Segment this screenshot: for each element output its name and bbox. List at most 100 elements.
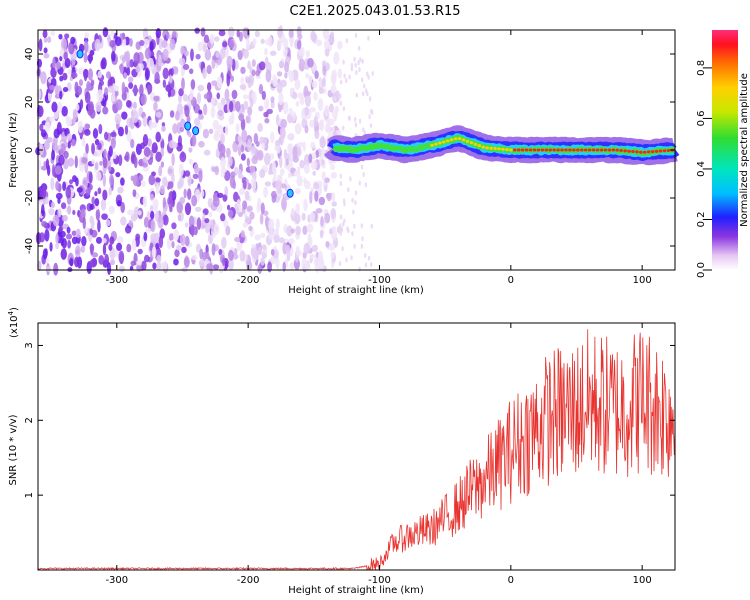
spectrogram-cell	[78, 67, 85, 75]
spectrogram-cell	[136, 259, 143, 266]
spectrogram-cell	[184, 105, 190, 118]
spectrogram-cell	[130, 260, 136, 267]
spectrogram-cell	[339, 225, 342, 231]
spectrogram-tone-peak	[528, 148, 533, 152]
spectrogram-cell	[70, 72, 78, 79]
spectrogram-cell	[308, 76, 313, 85]
spectrogram-cell	[102, 189, 108, 201]
spectrogram-cell	[283, 148, 288, 160]
spectrogram-cell	[153, 95, 160, 102]
spectrogram-cell	[132, 110, 139, 123]
spectrogram-cell	[288, 107, 293, 116]
snr-x-tick-label: 100	[633, 575, 652, 586]
spectrogram-cell	[295, 245, 300, 257]
spectrogram-tone-peak	[540, 148, 545, 152]
spectrogram-cell	[363, 252, 367, 258]
spectrogram-cell	[209, 33, 215, 45]
spectrogram-cell	[61, 214, 68, 222]
spectrogram-cell	[315, 207, 323, 214]
spectrogram-cell	[240, 144, 245, 153]
spectrogram-cell	[313, 91, 318, 101]
snr-multiplier-base: (x10	[9, 315, 20, 338]
spectrogram-cell	[117, 186, 124, 194]
spectrogram-cell	[95, 171, 102, 182]
spectrogram-cell	[149, 210, 155, 220]
spectrogram-cell	[203, 103, 208, 116]
spectrogram-cell	[249, 97, 254, 108]
spectrogram-cell	[162, 48, 169, 61]
spectrogram-cell	[247, 106, 253, 116]
spectrogram-cell	[178, 88, 184, 97]
spectrogram-cell	[264, 118, 270, 124]
spectrogram-cell	[240, 76, 244, 85]
spectrogram-cell	[238, 211, 244, 217]
spectrogram-cell	[108, 205, 115, 215]
spectrogram-cell	[89, 228, 93, 236]
spectrogram-cell	[200, 189, 205, 198]
spectrogram-cell	[140, 93, 147, 106]
spectrogram-cell	[251, 69, 256, 77]
spectrogram-cell	[212, 195, 220, 208]
spectrogram-cell	[299, 96, 305, 106]
spectrogram-cell	[354, 62, 357, 68]
spectrogram-cell	[223, 219, 229, 228]
spectrogram-cell	[89, 203, 94, 211]
spectrogram-x-label: Height of straight line (km)	[288, 285, 424, 296]
spectrogram-cell	[239, 250, 246, 262]
spectrogram-cell	[44, 121, 51, 133]
spectrogram-cell	[202, 43, 208, 53]
spectrogram-cell	[287, 172, 292, 179]
spectrogram-cell	[204, 49, 212, 61]
spectrogram-cell	[178, 176, 184, 188]
spectrogram-cell	[110, 137, 116, 149]
spectrogram-cell	[227, 26, 235, 38]
spectrogram-cell	[82, 216, 86, 229]
spectrogram-cell	[187, 131, 192, 138]
spectrogram-cell	[163, 260, 168, 271]
spectrogram-cell	[124, 125, 129, 135]
spectrogram-cell	[85, 187, 91, 196]
spectrogram-cell	[84, 91, 91, 104]
spectrogram-cell	[276, 71, 283, 77]
spectrogram-cell	[142, 195, 148, 208]
spectrogram-tone-peak	[493, 147, 497, 151]
spectrogram-cell	[351, 231, 354, 237]
spectrogram-cell	[228, 258, 234, 271]
spectrogram-cell	[143, 231, 148, 242]
spectrogram-cell	[197, 41, 203, 52]
spectrogram-cell	[245, 36, 250, 50]
spectrogram-cell	[258, 246, 263, 256]
spectrogram-cell	[118, 250, 125, 264]
spectrogram-cell	[215, 50, 220, 58]
spectrogram-cell	[227, 156, 233, 167]
spectrogram-cell	[290, 207, 295, 216]
spectrogram-cell	[211, 96, 215, 107]
spectrogram-cell	[99, 160, 103, 166]
spectrogram-cell	[295, 100, 300, 107]
spectrogram-tone-peak	[611, 148, 616, 152]
spectrogram-cell	[279, 168, 285, 176]
spectrogram-cell	[284, 61, 290, 73]
spectrogram-tone-peak	[430, 143, 434, 147]
spectrogram-tone-peak	[548, 148, 553, 152]
spectrogram-cell	[38, 199, 44, 206]
spectrogram-cell	[295, 202, 300, 214]
spectrogram-cell	[71, 117, 76, 126]
spectrogram-cell	[221, 236, 227, 249]
spectrogram-tone-peak	[568, 148, 572, 152]
spectrogram-cell	[362, 171, 365, 177]
spectrogram-cell	[245, 115, 250, 124]
spectrogram-cell	[97, 187, 102, 195]
spectrogram-tone-peak	[505, 148, 509, 152]
spectrogram-cell	[268, 35, 273, 48]
colorbar-gradient	[712, 30, 738, 270]
spectrogram-cell	[59, 226, 64, 232]
spectrogram-cell	[200, 27, 206, 37]
spectrogram-cell	[354, 122, 358, 128]
spectrogram-cell	[224, 88, 230, 101]
spectrogram-cell	[168, 197, 174, 210]
spectrogram-cell	[124, 151, 130, 163]
spectrogram-cell	[322, 76, 326, 88]
spectrogram-cell	[213, 36, 220, 42]
